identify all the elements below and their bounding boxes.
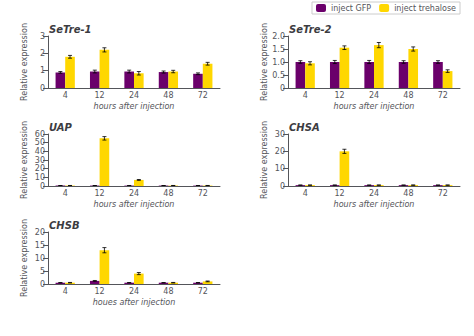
svg-text:12: 12 xyxy=(95,91,105,100)
svg-text:48: 48 xyxy=(163,91,173,100)
svg-text:72: 72 xyxy=(438,189,448,198)
svg-text:10: 10 xyxy=(275,164,285,173)
svg-text:houes after injection: houes after injection xyxy=(93,298,175,307)
svg-text:5: 5 xyxy=(40,267,45,276)
svg-text:12: 12 xyxy=(335,91,345,100)
svg-text:72: 72 xyxy=(198,287,208,296)
svg-text:1.5: 1.5 xyxy=(272,45,285,54)
svg-text:4: 4 xyxy=(303,91,308,100)
svg-text:CHSB: CHSB xyxy=(49,220,80,231)
svg-text:hours after injection: hours after injection xyxy=(94,200,175,209)
svg-text:0: 0 xyxy=(40,280,45,289)
svg-text:72: 72 xyxy=(438,91,448,100)
svg-text:Relative expression: Relative expression xyxy=(260,23,269,101)
svg-text:4: 4 xyxy=(63,189,68,198)
svg-text:1: 1 xyxy=(40,66,45,75)
svg-text:inject GFP: inject GFP xyxy=(331,4,371,13)
svg-text:Relative expression: Relative expression xyxy=(260,121,269,199)
svg-text:12: 12 xyxy=(335,189,345,198)
svg-text:48: 48 xyxy=(163,287,173,296)
svg-text:SeTre-1: SeTre-1 xyxy=(49,24,92,35)
svg-text:CHSA: CHSA xyxy=(289,122,320,133)
svg-text:4: 4 xyxy=(63,91,68,100)
svg-text:4: 4 xyxy=(303,189,308,198)
svg-text:24: 24 xyxy=(369,91,379,100)
svg-text:0: 0 xyxy=(40,182,45,191)
svg-text:2: 2 xyxy=(40,49,45,58)
svg-text:12: 12 xyxy=(95,287,105,296)
svg-text:72: 72 xyxy=(198,91,208,100)
svg-text:Relative expression: Relative expression xyxy=(20,23,29,101)
svg-text:72: 72 xyxy=(198,189,208,198)
svg-text:30: 30 xyxy=(35,156,45,165)
svg-text:24: 24 xyxy=(129,189,139,198)
svg-text:24: 24 xyxy=(369,189,379,198)
svg-text:2.0: 2.0 xyxy=(272,32,285,41)
svg-text:10: 10 xyxy=(35,173,45,182)
svg-text:inject trehalose: inject trehalose xyxy=(394,4,456,13)
svg-text:1.0: 1.0 xyxy=(272,58,285,67)
svg-text:SeTre-2: SeTre-2 xyxy=(289,24,332,35)
svg-text:Relative expression: Relative expression xyxy=(20,219,29,297)
svg-text:50: 50 xyxy=(35,138,45,147)
svg-text:3: 3 xyxy=(40,32,45,41)
svg-text:12: 12 xyxy=(95,189,105,198)
svg-text:60: 60 xyxy=(35,130,45,139)
svg-text:hours after injection: hours after injection xyxy=(334,102,415,111)
svg-text:20: 20 xyxy=(275,147,285,156)
svg-text:48: 48 xyxy=(163,189,173,198)
svg-text:4: 4 xyxy=(63,287,68,296)
svg-text:20: 20 xyxy=(35,164,45,173)
svg-text:0: 0 xyxy=(280,182,285,191)
svg-text:0: 0 xyxy=(280,84,285,93)
svg-text:hours after injection: hours after injection xyxy=(94,102,175,111)
svg-text:hours after injection: hours after injection xyxy=(334,200,415,209)
svg-text:40: 40 xyxy=(35,147,45,156)
svg-text:24: 24 xyxy=(129,287,139,296)
svg-text:0: 0 xyxy=(40,84,45,93)
svg-text:15: 15 xyxy=(35,241,45,250)
svg-text:30: 30 xyxy=(275,130,285,139)
svg-text:0.5: 0.5 xyxy=(272,71,285,80)
svg-text:24: 24 xyxy=(129,91,139,100)
svg-text:10: 10 xyxy=(35,254,45,263)
svg-text:48: 48 xyxy=(403,189,413,198)
svg-text:UAP: UAP xyxy=(49,122,72,133)
svg-text:Relative expression: Relative expression xyxy=(20,121,29,199)
svg-text:48: 48 xyxy=(403,91,413,100)
svg-text:20: 20 xyxy=(35,228,45,237)
